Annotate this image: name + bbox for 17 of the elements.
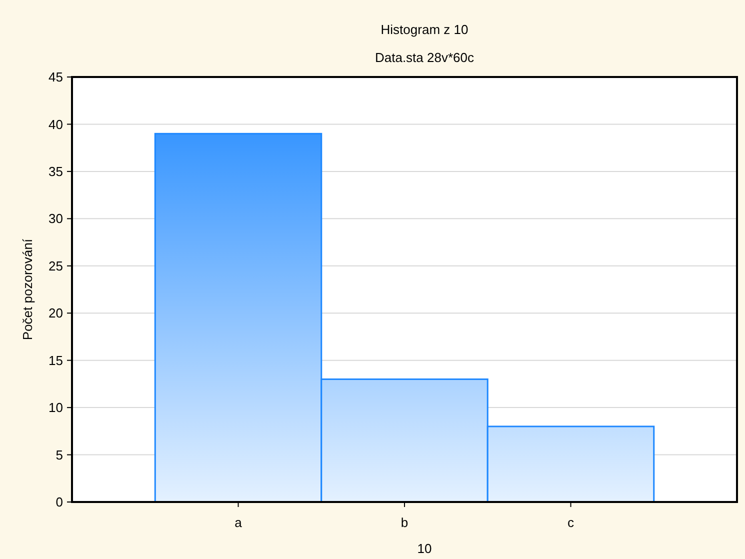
x-axis-title: 10 [417,541,432,556]
y-tick-label: 40 [48,116,63,132]
y-axis-title: Počet pozorování [20,238,35,340]
x-tick-label: c [568,515,574,530]
y-tick-label: 5 [56,447,63,462]
y-tick-label: 25 [48,258,63,274]
chart-title: Histogram z 10 [380,22,468,37]
y-tick-label: 20 [48,306,63,321]
y-tick-label: 0 [56,494,63,510]
y-tick-label: 15 [48,352,63,368]
x-tick-label: b [400,515,408,530]
y-tick-label: 35 [48,164,63,179]
y-tick-label: 30 [48,211,63,226]
x-tick-label: a [234,515,243,530]
chart-subtitle: Data.sta 28v*60c [374,50,474,65]
y-tick-label: 10 [48,400,63,416]
y-tick-label: 45 [48,70,63,85]
